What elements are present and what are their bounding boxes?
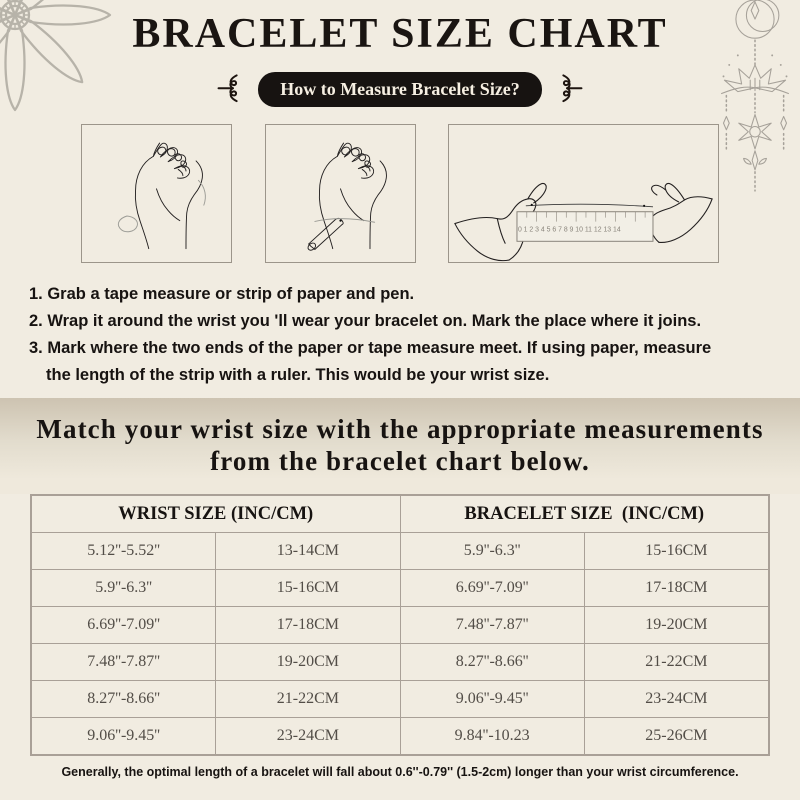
svg-text:0 1 2 3 4 5 6 7 8 9 10 11 12 1: 0 1 2 3 4 5 6 7 8 9 10 11 12 13 14 (518, 226, 621, 233)
